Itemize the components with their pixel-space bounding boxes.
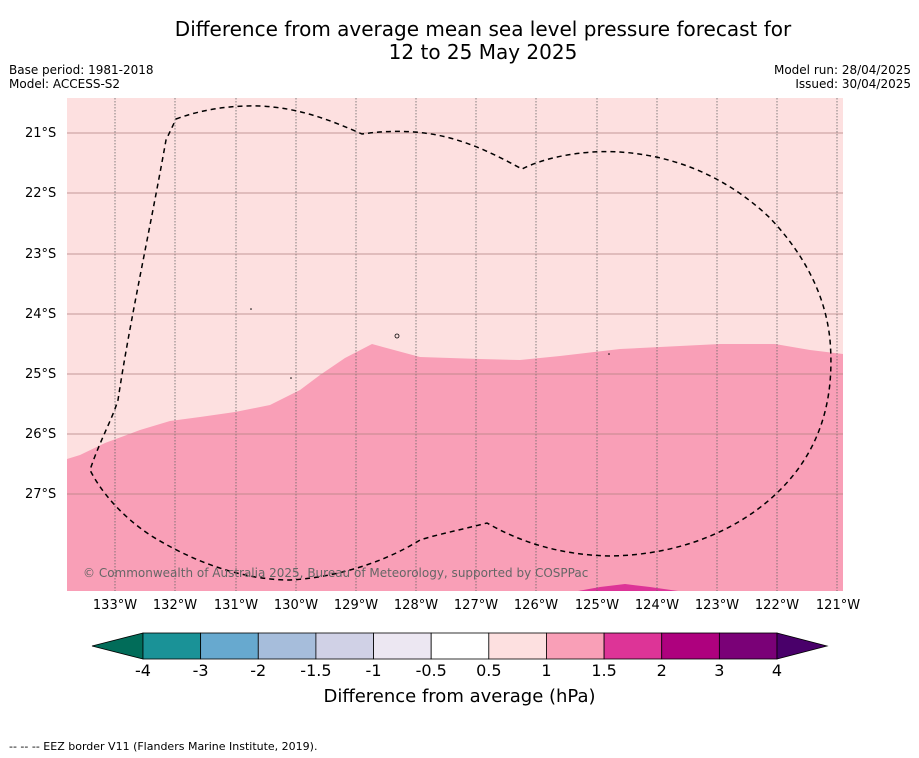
colorbar-swatch — [718, 632, 778, 660]
lon-label: 132°W — [152, 598, 198, 613]
colorbar — [91, 632, 829, 660]
meta-right: Model run: 28/04/2025 Issued: 30/04/2025 — [774, 63, 911, 91]
colorbar-swatch — [603, 632, 663, 660]
colorbar-tick-label: 3 — [714, 661, 725, 680]
island-marker — [250, 308, 252, 310]
title-line-1: Difference from average mean sea level p… — [174, 17, 792, 41]
colorbar-under-arrow — [91, 632, 144, 660]
copyright-notice: © Commonwealth of Australia 2025, Bureau… — [83, 566, 589, 580]
lat-label: 26°S — [25, 427, 57, 442]
lat-label: 25°S — [25, 367, 57, 382]
lat-label: 24°S — [25, 307, 57, 322]
colorbar-swatch — [373, 632, 432, 660]
lon-label: 124°W — [634, 598, 680, 613]
issued-date: Issued: 30/04/2025 — [795, 77, 911, 91]
lon-label: 121°W — [815, 598, 861, 613]
colorbar-tick-label: 0.5 — [476, 661, 502, 680]
colorbar-tick-label: -1 — [365, 661, 382, 680]
map-gridlines — [114, 98, 838, 591]
colorbar-label: Difference from average (hPa) — [323, 686, 596, 707]
lon-label: 122°W — [754, 598, 800, 613]
chart-title: Difference from average mean sea level p… — [0, 18, 919, 64]
island-marker — [290, 377, 292, 379]
base-period: Base period: 1981-2018 — [9, 63, 154, 77]
map-region-magenta — [578, 584, 678, 591]
lon-label: 128°W — [393, 598, 439, 613]
colorbar-swatch — [430, 632, 490, 660]
colorbar-tick-label: -3 — [192, 661, 209, 680]
colorbar-tick-label: 1.5 — [591, 661, 617, 680]
eez-border — [89, 105, 832, 581]
model-name: Model: ACCESS-S2 — [9, 77, 121, 91]
lon-label: 129°W — [333, 598, 379, 613]
colorbar-over-arrow — [776, 632, 829, 660]
colorbar-tick-label: 2 — [656, 661, 667, 680]
meta-left: Base period: 1981-2018 Model: ACCESS-S2 — [9, 63, 154, 91]
colorbar-tick-label: -0.5 — [415, 661, 447, 680]
lon-label: 131°W — [213, 598, 259, 613]
lat-label: 23°S — [25, 247, 57, 262]
lat-label: 22°S — [25, 186, 57, 201]
map-latitude-lines — [67, 132, 843, 495]
colorbar-tick-label: -4 — [135, 661, 151, 680]
lat-label: 21°S — [25, 126, 57, 141]
colorbar-swatch — [200, 632, 259, 660]
colorbar-tick-label: 4 — [771, 661, 783, 680]
lon-label: 130°W — [273, 598, 319, 613]
colorbar-swatch — [661, 632, 720, 660]
colorbar-swatch — [546, 632, 605, 660]
colorbar-tick-label: -1.5 — [300, 661, 332, 680]
lon-label: 125°W — [574, 598, 620, 613]
lon-label: 127°W — [453, 598, 499, 613]
colorbar-tick-label: 1 — [541, 661, 552, 680]
colorbar-swatch — [142, 632, 202, 660]
colorbar-swatch — [488, 632, 547, 660]
colorbar-swatch — [257, 632, 317, 660]
title-line-2: 12 to 25 May 2025 — [388, 40, 578, 64]
lon-label: 133°W — [92, 598, 138, 613]
island-marker — [608, 353, 610, 355]
colorbar-swatch — [315, 632, 374, 660]
footnote: -- -- -- EEZ border V11 (Flanders Marine… — [9, 740, 318, 753]
map-region-pink — [67, 344, 843, 591]
lon-label: 123°W — [694, 598, 740, 613]
island-marker — [394, 333, 400, 339]
colorbar-tick-label: -2 — [250, 661, 267, 680]
lon-label: 126°W — [513, 598, 559, 613]
lat-label: 27°S — [25, 487, 57, 502]
model-run: Model run: 28/04/2025 — [773, 63, 911, 77]
